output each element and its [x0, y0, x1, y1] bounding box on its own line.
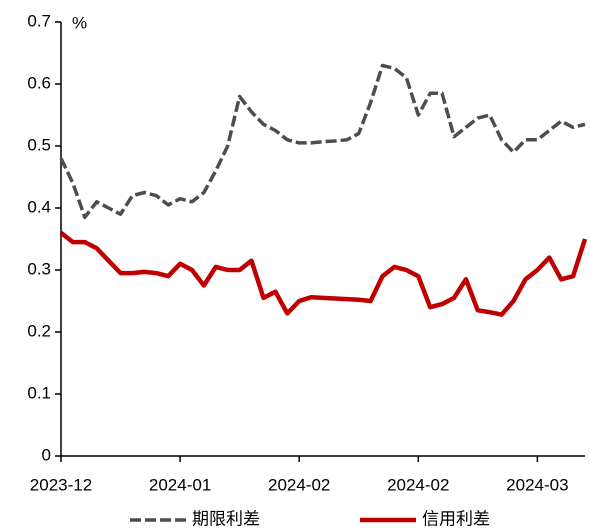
x-tick-label: 2024-03	[506, 475, 568, 494]
y-tick-label: 0.7	[27, 11, 51, 30]
y-axis-unit: %	[72, 13, 87, 32]
legend-label: 信用利差	[422, 509, 490, 528]
y-tick-label: 0.2	[27, 321, 51, 340]
series-line	[59, 231, 588, 317]
y-tick-label: 0.5	[27, 135, 51, 154]
y-tick-label: 0.4	[27, 197, 51, 216]
x-tick-label: 2024-02	[387, 475, 449, 494]
y-tick-label: 0	[42, 445, 51, 464]
x-tick-label: 2023-12	[30, 475, 92, 494]
y-tick-label: 0.1	[27, 383, 51, 402]
legend-label: 期限利差	[192, 509, 260, 528]
x-tick-label: 2024-02	[268, 475, 330, 494]
x-tick-label: 2024-01	[149, 475, 211, 494]
y-tick-label: 0.6	[27, 73, 51, 92]
series-line	[59, 63, 586, 220]
y-tick-label: 0.3	[27, 259, 51, 278]
